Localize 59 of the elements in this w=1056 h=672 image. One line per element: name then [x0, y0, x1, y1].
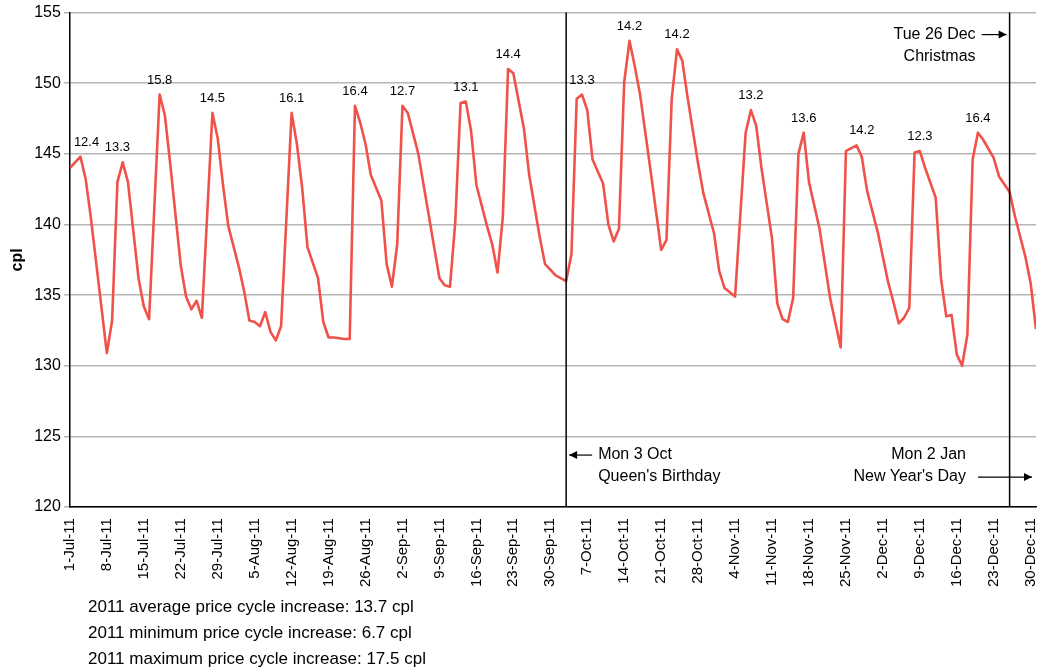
x-tick-label: 19-Aug-11	[318, 518, 336, 587]
x-tick-label: 29-Jul-11	[207, 518, 225, 580]
x-tick-label: 28-Oct-11	[688, 518, 706, 584]
text: 2011 minimum price cycle increase: 6.7 cpl	[88, 622, 413, 644]
x-tick-label: 9-Sep-11	[429, 518, 447, 579]
x-tick-label: 16-Sep-11	[466, 518, 484, 587]
x-tick-label: 2-Sep-11	[392, 518, 410, 579]
annotation: 14.5	[199, 89, 226, 105]
x-tick-label: 12-Aug-11	[281, 518, 299, 587]
y-axis-title: cpl	[8, 248, 26, 272]
x-tick-label: 5-Aug-11	[244, 518, 262, 579]
y-tick-label: 150	[34, 73, 61, 91]
x-tick-label: 18-Nov-11	[799, 518, 817, 587]
x-tick-label: 8-Jul-11	[96, 518, 114, 572]
annotation: 12.7	[389, 82, 416, 98]
x-tick-label: 2-Dec-11	[873, 518, 891, 579]
ref-line-label: Mon 3 Oct Queen's Birthday	[598, 445, 721, 485]
y-tick-label: 145	[34, 144, 61, 162]
annotation: 14.2	[616, 17, 643, 33]
x-tick-label: 7-Oct-11	[577, 518, 595, 576]
ref-line-label: Tue 26 Dec Christmas	[893, 25, 976, 65]
annotation: 16.4	[965, 109, 991, 125]
y-tick-label: 130	[34, 356, 61, 374]
x-tick-label: 4-Nov-11	[725, 518, 743, 579]
x-tick-label: 11-Nov-11	[762, 518, 780, 586]
annotation: 15.8	[146, 71, 173, 87]
x-tick-label: 23-Sep-11	[503, 518, 521, 587]
x-tick-label: 30-Sep-11	[540, 518, 558, 587]
annotation: 13.2	[738, 87, 764, 103]
x-tick-label: 22-Jul-11	[170, 518, 188, 580]
x-tick-label: 25-Nov-11	[836, 518, 854, 587]
x-tick-label: 23-Dec-11	[983, 518, 1001, 587]
y-tick-label: 155	[34, 3, 61, 21]
y-tick-label: 120	[34, 497, 61, 515]
annotation: 16.1	[278, 89, 305, 105]
x-tick-label: 1-Jul-11	[60, 518, 78, 572]
annotation: 14.4	[495, 46, 521, 62]
annotation: 12.3	[907, 128, 933, 144]
text: 2011 average price cycle increase: 13.7 cpl	[88, 596, 415, 618]
annotation: 14.2	[849, 122, 875, 138]
annotation: 13.6	[791, 109, 817, 125]
annotation: 16.4	[342, 82, 368, 98]
x-tick-label: 9-Dec-11	[910, 518, 927, 579]
y-tick-label: 140	[34, 214, 61, 232]
y-tick-label: 125	[34, 426, 61, 444]
x-tick-label: 26-Aug-11	[355, 518, 373, 587]
annotation: 12.4	[73, 133, 100, 149]
x-tick-label: 21-Oct-11	[651, 518, 669, 584]
annotation: 14.2	[664, 26, 690, 42]
x-tick-label: 16-Dec-11	[946, 518, 964, 587]
y-tick-label: 135	[34, 285, 61, 303]
annotation: 13.3	[569, 71, 595, 87]
x-tick-label: 30-Dec-11	[1020, 518, 1038, 587]
x-tick-label: 15-Jul-11	[133, 518, 151, 580]
text: 2011 maximum price cycle increase: 17.5 cpl	[88, 648, 426, 670]
annotation: 13.3	[104, 139, 131, 155]
x-tick-label: 14-Oct-11	[614, 518, 632, 584]
annotation: 13.1	[453, 78, 479, 94]
annotation: Mon 2 Jan New Year's Day	[853, 445, 966, 485]
